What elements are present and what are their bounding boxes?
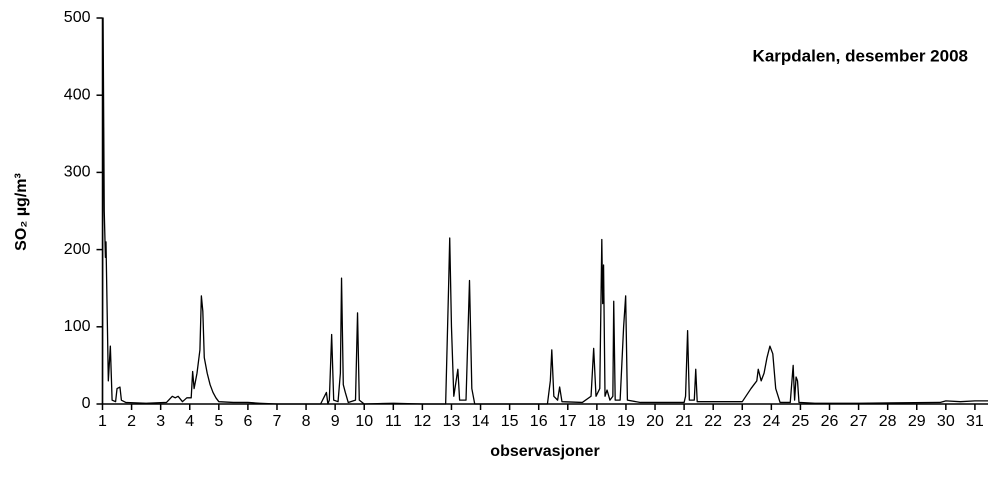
x-tick-label: 23	[733, 413, 751, 430]
x-tick-label: 3	[156, 413, 165, 430]
y-tick-label: 400	[64, 86, 91, 103]
x-tick-label: 22	[704, 413, 722, 430]
x-tick-label: 12	[413, 413, 431, 430]
x-tick-label: 31	[966, 413, 984, 430]
y-tick-label: 300	[64, 164, 91, 181]
x-tick-label: 27	[850, 413, 868, 430]
x-tick-label: 19	[617, 413, 635, 430]
x-tick-label: 18	[588, 413, 606, 430]
x-tick-label: 9	[331, 413, 340, 430]
x-tick-label: 20	[646, 413, 664, 430]
x-tick-label: 1	[98, 413, 107, 430]
x-tick-label: 28	[879, 413, 897, 430]
x-tick-label: 7	[273, 413, 282, 430]
x-tick-label: 17	[559, 413, 577, 430]
x-tick-label: 24	[762, 413, 780, 430]
y-tick-label: 500	[64, 9, 91, 26]
x-tick-label: 29	[908, 413, 926, 430]
x-tick-label: 25	[792, 413, 810, 430]
x-tick-label: 30	[937, 413, 955, 430]
data-line	[103, 18, 988, 404]
x-tick-label: 15	[501, 413, 519, 430]
x-tick-label: 4	[185, 413, 194, 430]
x-tick-label: 2	[127, 413, 136, 430]
x-tick-label: 10	[355, 413, 373, 430]
x-tick-label: 8	[302, 413, 311, 430]
chart-title: Karpdalen, desember 2008	[753, 46, 968, 65]
x-tick-label: 26	[821, 413, 839, 430]
x-tick-label: 14	[472, 413, 490, 430]
y-tick-label: 0	[82, 395, 91, 412]
y-tick-label: 200	[64, 241, 91, 258]
x-tick-label: 11	[385, 413, 402, 430]
x-axis-title: observasjoner	[490, 443, 599, 460]
x-tick-label: 13	[443, 413, 461, 430]
x-tick-label: 5	[214, 413, 223, 430]
y-tick-label: 100	[64, 318, 91, 335]
x-tick-label: 21	[675, 413, 693, 430]
x-tick-label: 6	[243, 413, 252, 430]
y-axis-title: SO₂ µg/m³	[13, 173, 30, 251]
x-tick-label: 16	[530, 413, 548, 430]
